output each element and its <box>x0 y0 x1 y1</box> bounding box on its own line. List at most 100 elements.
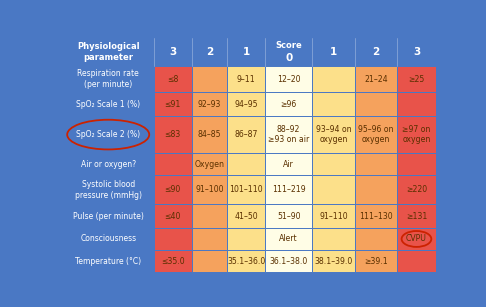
Bar <box>312 116 355 153</box>
Bar <box>154 116 192 153</box>
Bar <box>63 38 154 66</box>
Bar <box>398 175 435 204</box>
Text: 38.1–39.0: 38.1–39.0 <box>314 257 352 266</box>
Bar <box>154 228 192 250</box>
Bar <box>227 228 265 250</box>
Text: ≥39.1: ≥39.1 <box>364 257 388 266</box>
Bar <box>355 153 398 175</box>
Bar <box>154 66 192 92</box>
Bar <box>265 250 312 272</box>
Bar <box>312 38 355 66</box>
Bar <box>154 153 192 175</box>
Text: Pulse (per minute): Pulse (per minute) <box>73 212 144 221</box>
Bar <box>265 116 312 153</box>
Bar <box>154 92 192 116</box>
Bar <box>312 204 355 228</box>
Bar <box>227 66 265 92</box>
Bar <box>265 228 312 250</box>
Bar <box>265 92 312 116</box>
Text: 9–11: 9–11 <box>237 75 256 84</box>
Text: 0: 0 <box>285 53 292 63</box>
Text: 35.1–36.0: 35.1–36.0 <box>227 257 265 266</box>
Bar <box>154 250 192 272</box>
Text: 101–110: 101–110 <box>229 185 263 194</box>
Text: ≤35.0: ≤35.0 <box>161 257 185 266</box>
Bar <box>398 153 435 175</box>
Bar <box>398 38 435 66</box>
Bar <box>154 175 192 204</box>
Text: 94–95: 94–95 <box>234 100 258 109</box>
Bar <box>398 92 435 116</box>
Bar <box>312 153 355 175</box>
Text: 88–92
≥93 on air: 88–92 ≥93 on air <box>268 125 309 144</box>
Text: Air: Air <box>283 160 294 169</box>
Text: 1: 1 <box>243 47 250 57</box>
Text: 91–100: 91–100 <box>195 185 224 194</box>
Text: Air or oxygen?: Air or oxygen? <box>81 160 136 169</box>
Bar <box>312 228 355 250</box>
Text: 2: 2 <box>206 47 213 57</box>
Bar <box>398 228 435 250</box>
Bar <box>63 153 154 175</box>
Bar <box>355 92 398 116</box>
Text: CVPU: CVPU <box>406 235 427 243</box>
Bar <box>192 92 227 116</box>
Text: 21–24: 21–24 <box>364 75 388 84</box>
Text: 1: 1 <box>330 47 337 57</box>
Bar <box>192 153 227 175</box>
Text: 41–50: 41–50 <box>234 212 258 221</box>
Bar <box>355 66 398 92</box>
Bar <box>312 66 355 92</box>
Text: 36.1–38.0: 36.1–38.0 <box>270 257 308 266</box>
Bar <box>154 38 192 66</box>
Text: 51–90: 51–90 <box>277 212 300 221</box>
Bar <box>355 228 398 250</box>
Bar <box>192 204 227 228</box>
Text: Oxygen: Oxygen <box>194 160 225 169</box>
Bar <box>398 204 435 228</box>
Text: ≤91: ≤91 <box>165 100 181 109</box>
Bar <box>398 66 435 92</box>
Text: 111–219: 111–219 <box>272 185 306 194</box>
Text: Alert: Alert <box>279 235 298 243</box>
Bar <box>355 250 398 272</box>
Text: Physiological
parameter: Physiological parameter <box>77 42 139 62</box>
Bar <box>63 175 154 204</box>
Bar <box>312 92 355 116</box>
Text: ≥96: ≥96 <box>280 100 297 109</box>
Text: Systolic blood
pressure (mmHg): Systolic blood pressure (mmHg) <box>75 180 142 200</box>
Text: Consciousness: Consciousness <box>80 235 136 243</box>
Bar <box>63 228 154 250</box>
Text: Respiration rate
(per minute): Respiration rate (per minute) <box>77 69 139 89</box>
Text: Score: Score <box>275 41 302 50</box>
Text: ≤90: ≤90 <box>165 185 181 194</box>
Text: 3: 3 <box>413 47 420 57</box>
Bar <box>312 250 355 272</box>
Bar <box>192 228 227 250</box>
Bar <box>265 204 312 228</box>
Bar <box>192 38 227 66</box>
Bar <box>227 92 265 116</box>
Text: ≥220: ≥220 <box>406 185 427 194</box>
Text: ≤83: ≤83 <box>165 130 181 139</box>
Text: ≥131: ≥131 <box>406 212 427 221</box>
Text: 12–20: 12–20 <box>277 75 300 84</box>
Text: 93–94 on
oxygen: 93–94 on oxygen <box>315 125 351 144</box>
Bar <box>227 153 265 175</box>
Text: SpO₂ Scale 2 (%): SpO₂ Scale 2 (%) <box>76 130 140 139</box>
Bar <box>63 92 154 116</box>
Text: ≤8: ≤8 <box>167 75 178 84</box>
Bar <box>154 204 192 228</box>
Text: 91–110: 91–110 <box>319 212 347 221</box>
Text: ≥97 on
oxygen: ≥97 on oxygen <box>402 125 431 144</box>
Bar <box>192 66 227 92</box>
Bar <box>312 175 355 204</box>
Bar <box>63 204 154 228</box>
Bar <box>355 116 398 153</box>
Bar <box>265 66 312 92</box>
Bar <box>227 204 265 228</box>
Text: Temperature (°C): Temperature (°C) <box>75 257 141 266</box>
Bar <box>398 250 435 272</box>
Bar <box>227 175 265 204</box>
Text: ≥25: ≥25 <box>408 75 425 84</box>
